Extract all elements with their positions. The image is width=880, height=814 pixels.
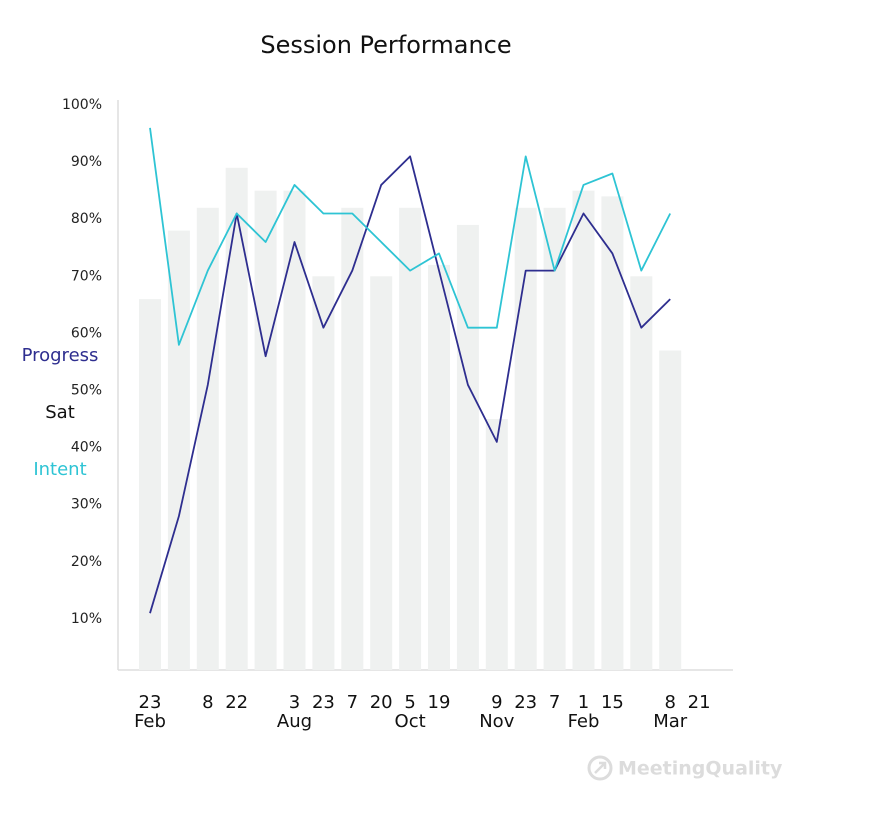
bar (370, 276, 393, 670)
bar (139, 299, 161, 670)
x-month-label: Nov (479, 711, 514, 732)
x-tick-label: 20 (370, 692, 393, 713)
x-tick-label: 8 (202, 692, 213, 713)
line (149, 127, 672, 346)
bar (601, 196, 624, 671)
x-tick-label: 3 (289, 692, 300, 713)
x-tick-label: 7 (549, 692, 560, 713)
bar (428, 264, 450, 670)
bar (630, 276, 653, 670)
bar (572, 190, 595, 670)
x-tick-label: 7 (347, 692, 358, 713)
x-tick-label: 9 (491, 692, 502, 713)
x-tick-label: 5 (404, 692, 415, 713)
y-tick-label: 60% (71, 325, 102, 341)
x-tick-label: 21 (688, 692, 711, 713)
bar (659, 350, 682, 670)
x-month-label: Feb (568, 711, 600, 732)
legend-label: Sat (45, 402, 75, 423)
watermark: MeetingQuality (587, 755, 783, 781)
x-tick-label: 8 (664, 692, 675, 713)
x-month-label: Mar (653, 711, 688, 732)
y-tick-label: 50% (71, 383, 102, 399)
y-tick-label: 20% (71, 554, 102, 570)
y-tick-label: 70% (71, 268, 102, 284)
x-tick-label: 19 (428, 692, 451, 713)
y-tick-label: 40% (71, 440, 102, 456)
x-month-label: Oct (395, 711, 426, 732)
chart-title: Session Performance (260, 31, 511, 59)
bar (254, 190, 277, 670)
bar (543, 207, 566, 670)
marks (139, 127, 682, 671)
legend-label: Intent (33, 459, 86, 480)
bar (225, 167, 248, 670)
bar (312, 276, 335, 670)
bar (167, 230, 190, 670)
y-tick-label: 80% (71, 211, 102, 227)
bar (341, 207, 364, 670)
bar (196, 207, 219, 670)
x-month-label: Aug (277, 711, 312, 732)
bar (283, 190, 306, 670)
x-tick-label: 22 (225, 692, 248, 713)
x-tick-label: 23 (514, 692, 537, 713)
watermark-text: MeetingQuality (618, 758, 783, 780)
bar (399, 207, 422, 670)
y-tick-label: 30% (71, 497, 102, 513)
x-tick-label: 1 (578, 692, 589, 713)
bar (485, 419, 508, 670)
legend-label: Progress (22, 345, 99, 366)
bar (514, 207, 537, 670)
bar (456, 224, 479, 670)
x-tick-label: 15 (601, 692, 624, 713)
y-tick-label: 90% (71, 154, 102, 170)
x-tick-label: 23 (139, 692, 162, 713)
x-month-label: Feb (134, 711, 166, 732)
x-tick-label: 23 (312, 692, 335, 713)
y-tick-label: 10% (71, 611, 102, 627)
y-tick-label: 100% (62, 97, 102, 113)
